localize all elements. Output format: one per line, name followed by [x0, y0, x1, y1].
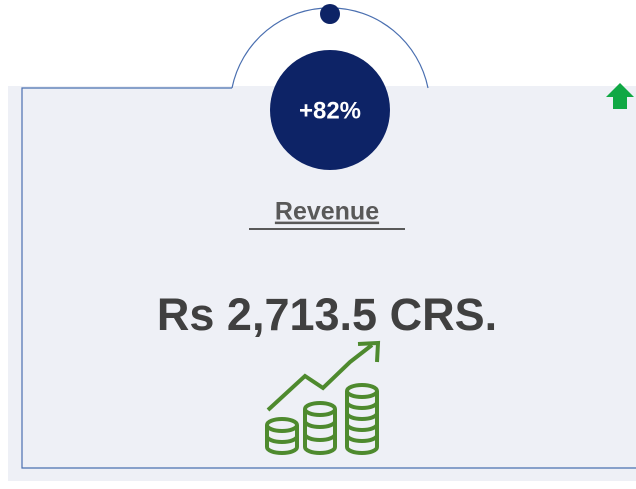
card-value: Rs 2,713.5 CRS. [157, 289, 497, 340]
card-border [21, 87, 636, 469]
coins-icon [265, 340, 381, 455]
arc-dot [320, 4, 340, 24]
badge-text: +82% [299, 97, 361, 124]
coin-stack-small [265, 417, 299, 455]
up-arrow [606, 83, 634, 109]
card-title: Revenue [275, 198, 379, 226]
badge-circle [270, 50, 390, 170]
coin-stack-medium [303, 401, 337, 455]
coin-stack-large [345, 383, 379, 455]
